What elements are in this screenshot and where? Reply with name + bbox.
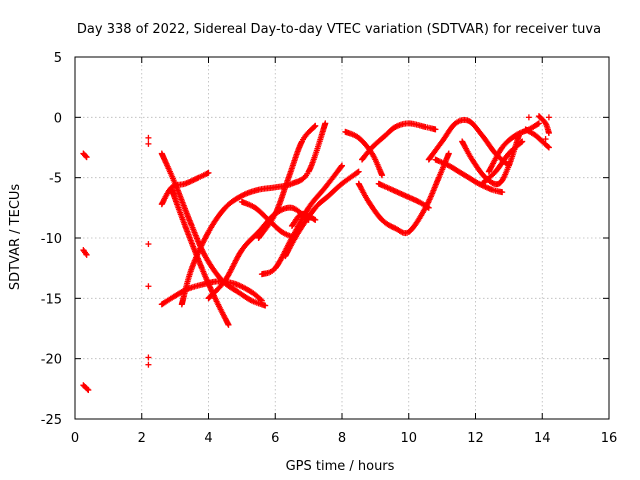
series-arc-20 <box>479 138 526 187</box>
series-arc-2 <box>158 169 212 208</box>
series-arc-15 <box>375 180 432 211</box>
x-tick-label: 12 <box>467 431 484 446</box>
data-point <box>355 168 362 175</box>
data-point <box>85 387 92 394</box>
data-point <box>83 250 90 257</box>
data-point <box>545 143 552 150</box>
data-point <box>83 251 90 258</box>
data-point <box>425 204 432 211</box>
data-point <box>145 140 152 147</box>
y-tick-label: -5 <box>49 172 62 187</box>
data-point <box>545 130 552 137</box>
y-tick-label: -20 <box>41 353 62 368</box>
data-point <box>145 283 152 290</box>
data-points <box>80 113 552 394</box>
series-arc-21 <box>522 126 552 151</box>
data-point <box>339 162 345 169</box>
x-tick-label: 4 <box>204 431 212 446</box>
series-arc-c <box>80 382 92 394</box>
tick-labels: 0 2 4 6 8 10 12 14 16 -25 -20 -15 -10 -5 0 5 <box>41 51 618 446</box>
data-point <box>387 222 394 229</box>
data-point <box>542 120 549 127</box>
data-point <box>322 120 329 127</box>
axis-ticks <box>74 56 610 420</box>
x-tick-label: 6 <box>271 431 279 446</box>
x-tick-label: 10 <box>400 431 417 446</box>
data-point <box>258 297 265 304</box>
chart-title: Day 338 of 2022, Sidereal Day-to-day VTE… <box>77 22 601 37</box>
x-tick-label: 8 <box>338 431 346 446</box>
data-point <box>445 150 452 157</box>
x-tick-label: 14 <box>534 431 551 446</box>
series-arc-19 <box>485 120 542 175</box>
series-arc-14 <box>359 120 439 163</box>
series-arc-16 <box>432 156 506 196</box>
series-arc-12 <box>342 128 386 179</box>
data-point <box>519 138 526 145</box>
y-tick-label: 0 <box>54 111 62 126</box>
y-axis-label: SDTVAR / TECUs <box>8 184 23 291</box>
series-arc-10 <box>282 168 362 260</box>
x-tick-label: 2 <box>138 431 146 446</box>
data-point <box>84 386 91 393</box>
data-point <box>432 126 439 133</box>
series-isolated-late <box>525 114 552 143</box>
x-tick-label: 0 <box>71 431 79 446</box>
series-arc-11 <box>288 210 319 229</box>
series-arc-22 <box>535 113 552 137</box>
data-point <box>535 120 542 127</box>
series-arc-18 <box>459 132 522 188</box>
series-isolated-2.2 <box>145 134 152 368</box>
series-arc-a <box>80 150 90 161</box>
y-tick-label: 5 <box>54 51 62 66</box>
data-point <box>205 169 212 176</box>
x-tick-label: 16 <box>601 431 618 446</box>
y-tick-label: -25 <box>41 413 62 428</box>
y-tick-label: -15 <box>41 292 62 307</box>
data-point <box>262 302 269 309</box>
series-arc-b <box>80 247 90 258</box>
series-arc-8 <box>255 122 319 241</box>
data-point <box>225 321 232 328</box>
data-point <box>145 241 152 248</box>
data-point <box>542 136 549 143</box>
data-point <box>379 172 386 179</box>
data-point <box>312 122 319 129</box>
data-point <box>545 144 552 151</box>
x-axis-label: GPS time / hours <box>286 459 395 474</box>
data-point <box>525 114 532 121</box>
data-point <box>145 361 152 368</box>
data-point <box>499 189 506 196</box>
data-point <box>83 154 90 161</box>
data-point <box>392 123 399 130</box>
y-tick-label: -10 <box>41 232 62 247</box>
data-point <box>310 124 317 131</box>
data-point <box>545 114 552 121</box>
data-point <box>83 153 90 160</box>
data-point <box>145 134 152 141</box>
data-point <box>312 216 319 223</box>
data-point <box>145 354 152 361</box>
